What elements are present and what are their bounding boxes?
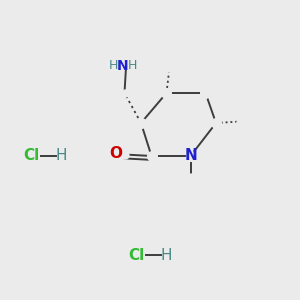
- Text: H: H: [128, 58, 137, 72]
- Text: Cl: Cl: [128, 248, 145, 262]
- Text: H: H: [109, 58, 118, 72]
- Text: N: N: [184, 148, 197, 163]
- Text: H: H: [161, 248, 172, 262]
- Text: Cl: Cl: [23, 148, 40, 164]
- Text: O: O: [110, 146, 123, 161]
- Text: N: N: [117, 59, 128, 73]
- Text: H: H: [56, 148, 67, 164]
